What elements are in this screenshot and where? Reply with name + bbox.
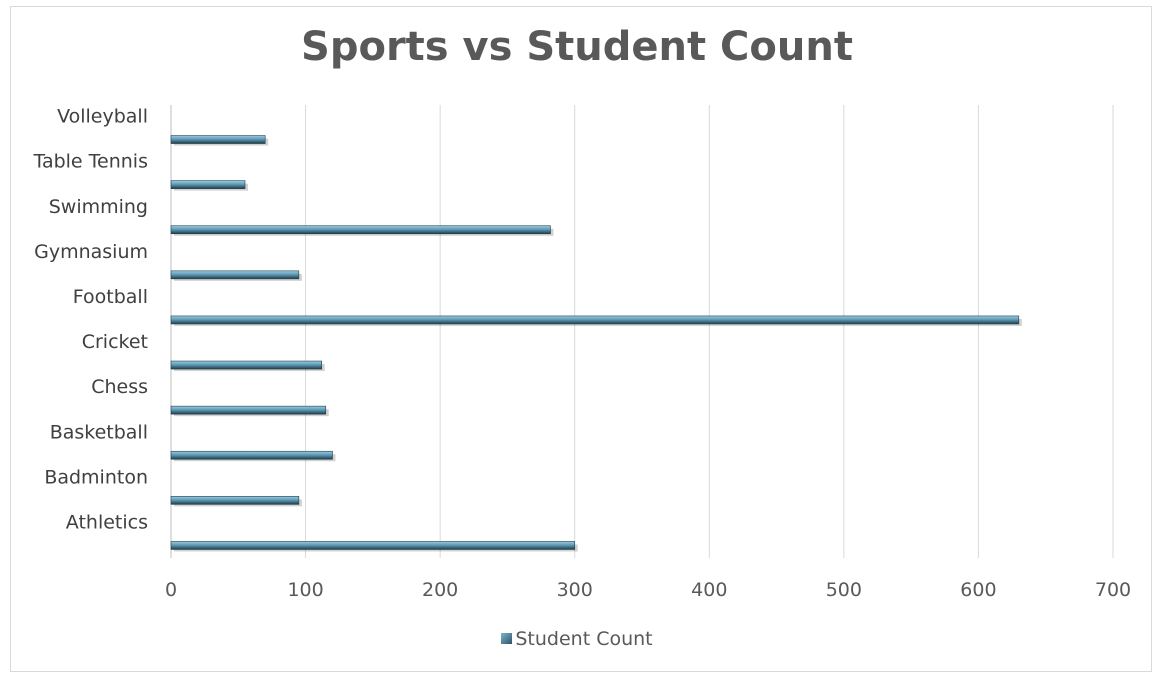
x-tick-label: 300 [557, 579, 593, 601]
bar-volleyball [170, 135, 266, 144]
bar-table-tennis [170, 180, 246, 189]
bar-athletics [170, 541, 576, 550]
y-category-label: Chess [91, 376, 148, 398]
bar-chess [170, 405, 327, 415]
bar-gymnasium [170, 270, 300, 280]
x-tick-label: 700 [1095, 579, 1131, 601]
bar-football [170, 315, 1020, 325]
x-tick-label: 100 [287, 579, 323, 601]
bar-swimming [170, 225, 551, 235]
chart-title: Sports vs Student Count [301, 24, 853, 70]
chart-area [10, 6, 1152, 672]
bar-cricket [170, 360, 323, 370]
legend: Student Count [0, 628, 1154, 650]
y-category-label: Gymnasium [34, 241, 148, 263]
x-tick-label: 400 [691, 579, 727, 601]
y-category-label: Volleyball [57, 106, 148, 128]
legend-swatch [501, 633, 513, 644]
y-category-label: Athletics [66, 511, 148, 533]
x-tick-label: 0 [165, 579, 177, 601]
y-category-label: Cricket [82, 331, 148, 353]
y-category-label: Badminton [44, 466, 148, 488]
x-tick-label: 500 [826, 579, 862, 601]
y-category-label: Table Tennis [32, 151, 148, 173]
bar-badminton [170, 496, 300, 505]
y-category-label: Swimming [49, 196, 148, 218]
legend-label: Student Count [515, 628, 653, 650]
x-tick-label: 200 [422, 579, 458, 601]
x-tick-label: 600 [960, 579, 996, 601]
y-category-label: Basketball [50, 421, 148, 443]
bar-basketball [170, 450, 333, 460]
y-category-label: Football [73, 286, 148, 308]
